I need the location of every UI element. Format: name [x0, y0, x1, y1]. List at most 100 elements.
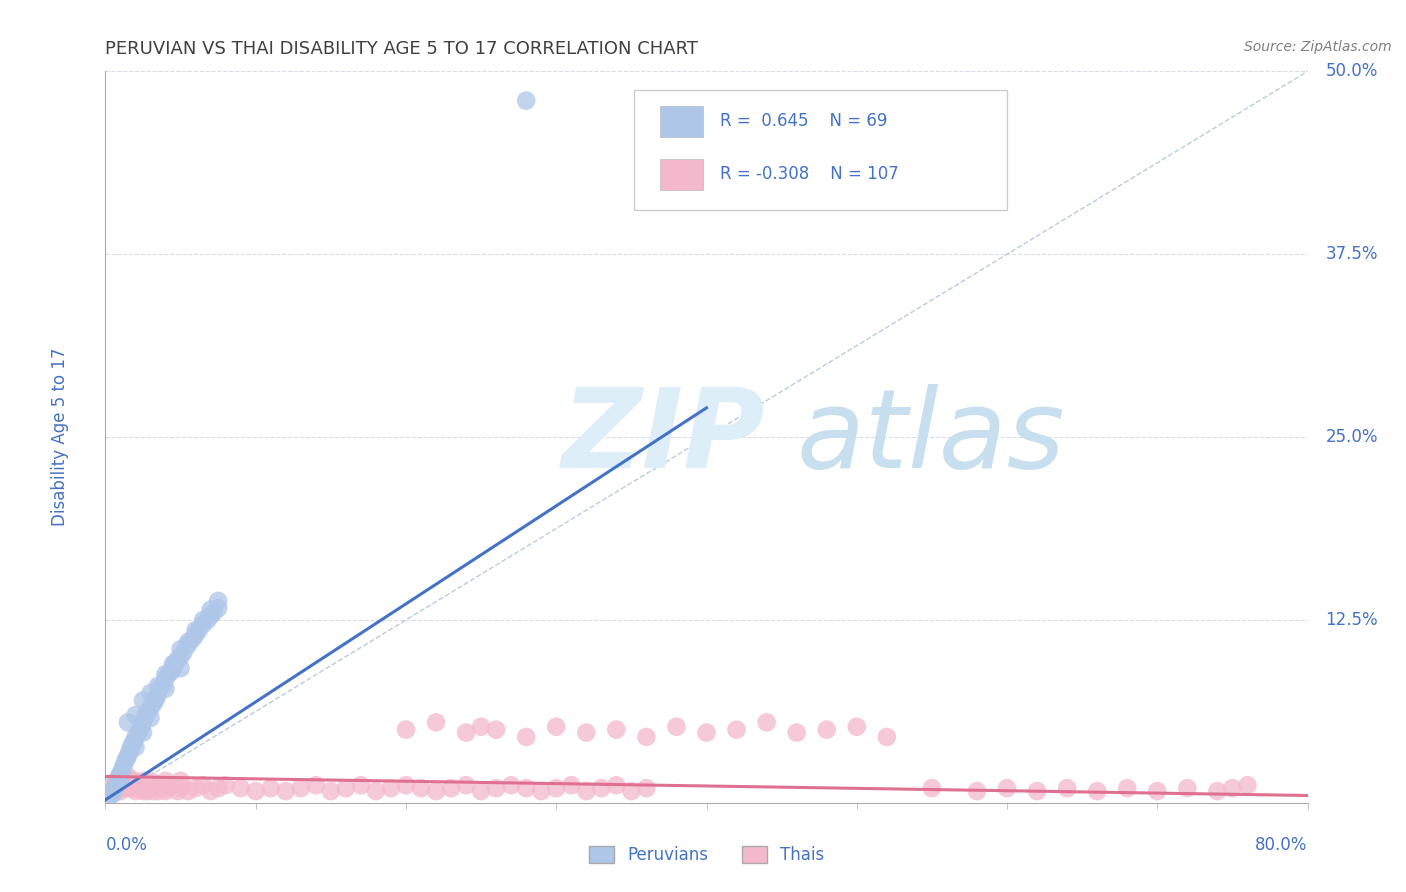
Point — [152, 679, 174, 693]
Point — [132, 773, 155, 788]
Point — [636, 730, 658, 744]
Point — [1146, 784, 1168, 798]
Point — [134, 711, 156, 725]
Point — [114, 773, 136, 788]
Point — [134, 781, 156, 796]
FancyBboxPatch shape — [659, 106, 703, 137]
Point — [605, 778, 627, 792]
Point — [163, 657, 186, 671]
Point — [1175, 781, 1198, 796]
Text: 0.0%: 0.0% — [105, 836, 148, 854]
Point — [845, 720, 868, 734]
Point — [146, 679, 169, 693]
Point — [128, 725, 150, 739]
Point — [380, 781, 402, 796]
Point — [696, 725, 718, 739]
Point — [515, 730, 537, 744]
Point — [129, 778, 152, 792]
Point — [155, 784, 177, 798]
Point — [110, 773, 132, 788]
Point — [229, 781, 252, 796]
Legend: Peruvians, Thais: Peruvians, Thais — [589, 846, 824, 864]
Point — [395, 723, 418, 737]
Point — [129, 723, 152, 737]
Point — [146, 784, 169, 798]
Point — [409, 781, 432, 796]
Point — [470, 784, 492, 798]
Point — [184, 623, 207, 637]
Point — [110, 784, 132, 798]
Point — [135, 708, 157, 723]
Point — [207, 601, 229, 615]
Point — [485, 781, 508, 796]
Point — [117, 781, 139, 796]
Point — [155, 672, 177, 686]
Point — [501, 778, 523, 792]
Point — [145, 778, 167, 792]
Point — [184, 781, 207, 796]
Point — [177, 784, 200, 798]
Point — [191, 778, 214, 792]
Point — [135, 778, 157, 792]
Point — [786, 725, 808, 739]
Point — [139, 781, 162, 796]
Point — [132, 784, 155, 798]
Point — [546, 781, 568, 796]
Point — [454, 778, 477, 792]
Text: ZIP: ZIP — [562, 384, 766, 491]
Point — [260, 781, 283, 796]
Text: atlas: atlas — [797, 384, 1066, 491]
Point — [131, 720, 153, 734]
Text: R = -0.308    N = 107: R = -0.308 N = 107 — [720, 165, 898, 183]
Point — [157, 781, 180, 796]
Point — [120, 778, 142, 792]
Point — [191, 617, 214, 632]
Point — [530, 784, 553, 798]
Point — [166, 652, 188, 666]
Point — [815, 723, 838, 737]
Point — [98, 789, 121, 803]
Point — [152, 778, 174, 792]
Point — [143, 781, 166, 796]
Point — [200, 603, 222, 617]
Point — [114, 755, 136, 769]
Point — [173, 645, 195, 659]
Text: 37.5%: 37.5% — [1326, 245, 1378, 263]
Point — [335, 781, 357, 796]
Text: Disability Age 5 to 17: Disability Age 5 to 17 — [51, 348, 69, 526]
Point — [305, 778, 328, 792]
Point — [169, 649, 191, 664]
Point — [148, 781, 170, 796]
Point — [124, 778, 146, 792]
Point — [139, 700, 162, 714]
Point — [166, 784, 188, 798]
Point — [139, 686, 162, 700]
Point — [103, 781, 125, 796]
Point — [184, 627, 207, 641]
Point — [162, 778, 184, 792]
Point — [118, 773, 141, 788]
FancyBboxPatch shape — [659, 159, 703, 190]
Point — [1056, 781, 1078, 796]
Point — [124, 730, 146, 744]
Point — [115, 752, 138, 766]
Point — [921, 781, 943, 796]
Point — [169, 781, 191, 796]
Point — [98, 784, 121, 798]
Point — [162, 661, 184, 675]
Point — [207, 781, 229, 796]
Text: Source: ZipAtlas.com: Source: ZipAtlas.com — [1244, 40, 1392, 54]
Point — [122, 773, 145, 788]
Point — [207, 594, 229, 608]
Point — [454, 725, 477, 739]
Point — [290, 781, 312, 796]
Point — [118, 745, 141, 759]
Point — [485, 723, 508, 737]
Point — [111, 764, 134, 778]
Point — [1116, 781, 1139, 796]
Text: 80.0%: 80.0% — [1256, 836, 1308, 854]
Point — [876, 730, 898, 744]
Point — [108, 781, 131, 796]
Text: 12.5%: 12.5% — [1326, 611, 1378, 629]
Point — [191, 613, 214, 627]
